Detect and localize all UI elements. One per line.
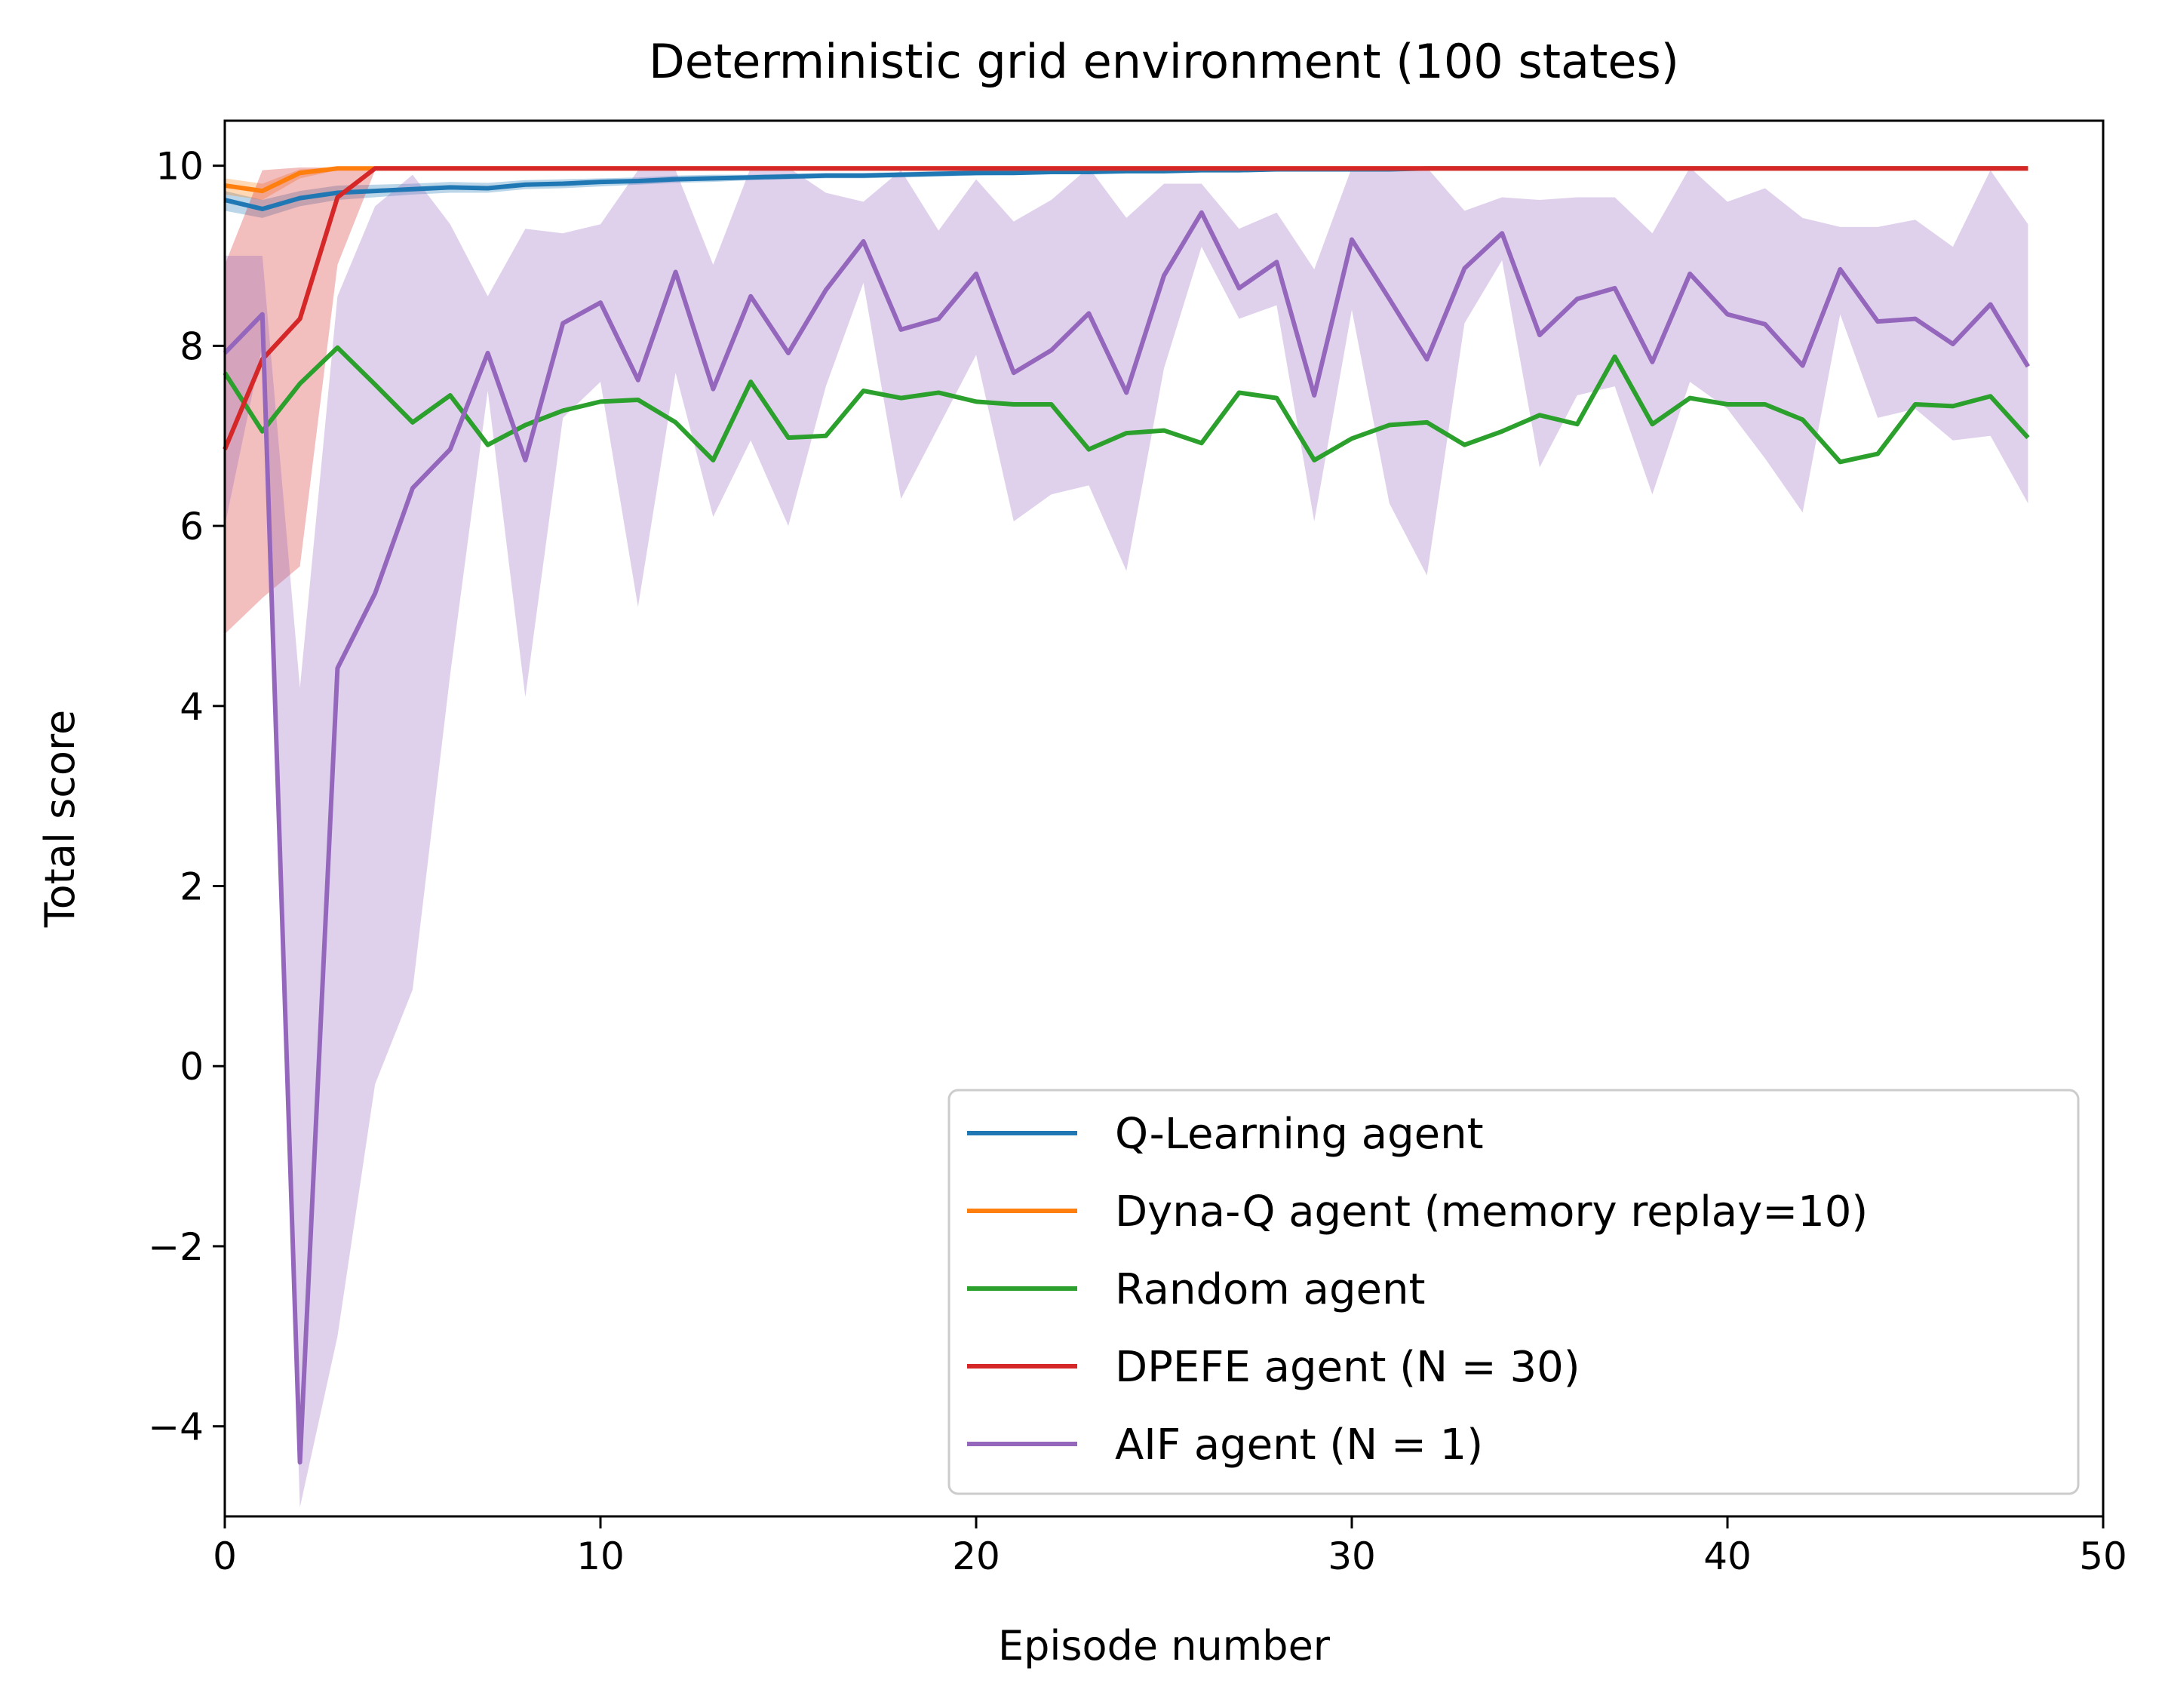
y-tick-label: −4 — [148, 1405, 204, 1449]
dpefe-agent-n-30-line — [223, 166, 2028, 450]
random-agent-line — [223, 345, 2030, 465]
legend-box — [947, 1089, 2080, 1495]
x-tick-label: 50 — [2079, 1534, 2127, 1578]
legend-items: Q-Learning agent Dyna-Q agent (memory rep… — [967, 1110, 1868, 1470]
y-tick-label: 8 — [180, 324, 204, 368]
x-tick-label: 40 — [1703, 1534, 1752, 1578]
x-axis-ticks: 0 10 20 30 40 50 — [213, 1516, 2127, 1578]
legend-label-random-agent: Random agent — [1115, 1265, 1425, 1314]
aif-agent-n-1-line — [223, 210, 2030, 1465]
legend-label-dpefe-agent-n-30: DPEFE agent (N = 30) — [1115, 1343, 1580, 1392]
series-lines — [223, 166, 2030, 1465]
y-tick-label: 4 — [180, 685, 204, 729]
legend-label-aif-agent-n-1: AIF agent (N = 1) — [1115, 1421, 1483, 1470]
x-tick-label: 0 — [213, 1534, 237, 1578]
legend-label-dyna-q-agent-memory-replay-10: Dyna-Q agent (memory replay=10) — [1115, 1187, 1868, 1236]
y-tick-label: 0 — [180, 1045, 204, 1089]
y-tick-label: −2 — [148, 1225, 204, 1269]
y-axis-ticks: −4 −2 0 2 4 6 8 10 — [148, 145, 225, 1449]
x-tick-label: 10 — [576, 1534, 625, 1578]
x-axis-label: Episode number — [998, 1622, 1331, 1670]
y-tick-label: 2 — [180, 865, 204, 909]
legend-label-q-learning-agent: Q-Learning agent — [1115, 1110, 1484, 1159]
x-tick-label: 20 — [952, 1534, 1000, 1578]
x-tick-label: 30 — [1328, 1534, 1376, 1578]
legend: Q-Learning agent Dyna-Q agent (memory rep… — [947, 1089, 2080, 1495]
chart-title: Deterministic grid environment (100 stat… — [649, 34, 1679, 89]
y-tick-label: 10 — [155, 145, 204, 189]
y-tick-label: 6 — [180, 505, 204, 548]
plot-area-frame — [223, 119, 2105, 1518]
y-axis-label: Total score — [36, 710, 84, 928]
